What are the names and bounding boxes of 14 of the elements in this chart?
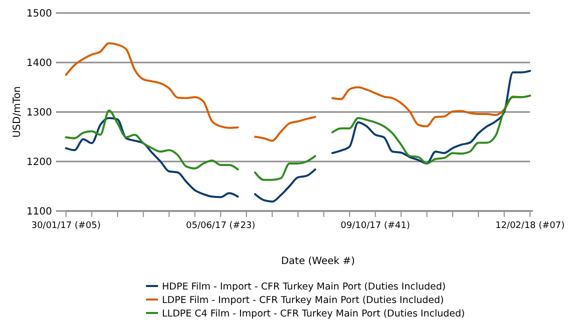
x-tick-label: 05/06/17 (#23) bbox=[186, 221, 256, 231]
y-tick-label: 1100 bbox=[26, 206, 52, 218]
y-tick-label: 1500 bbox=[26, 8, 52, 20]
y-axis-title: USD/mTon bbox=[12, 86, 23, 138]
x-tick-label: 09/10/17 (#41) bbox=[340, 221, 410, 231]
y-tick-label: 1400 bbox=[26, 58, 52, 69]
y-tick-label: 1300 bbox=[26, 108, 52, 118]
y-tick-label: 1200 bbox=[26, 157, 52, 168]
x-axis-title: Date (Week #) bbox=[281, 256, 356, 267]
legend-label: HDPE Film - Import - CFR Turkey Main Port (Duties Included) bbox=[162, 281, 446, 292]
x-tick-label: 12/02/18 (#07) bbox=[495, 221, 565, 231]
legend-label: LDPE Film - Import - CFR Turkey Main Port (Duties Included) bbox=[162, 294, 444, 306]
x-tick-label: 30/01/17 (#05) bbox=[31, 221, 101, 231]
legend-label: LLDPE C4 Film - Import - CFR Turkey Main Port (Duties Included) bbox=[162, 308, 465, 320]
